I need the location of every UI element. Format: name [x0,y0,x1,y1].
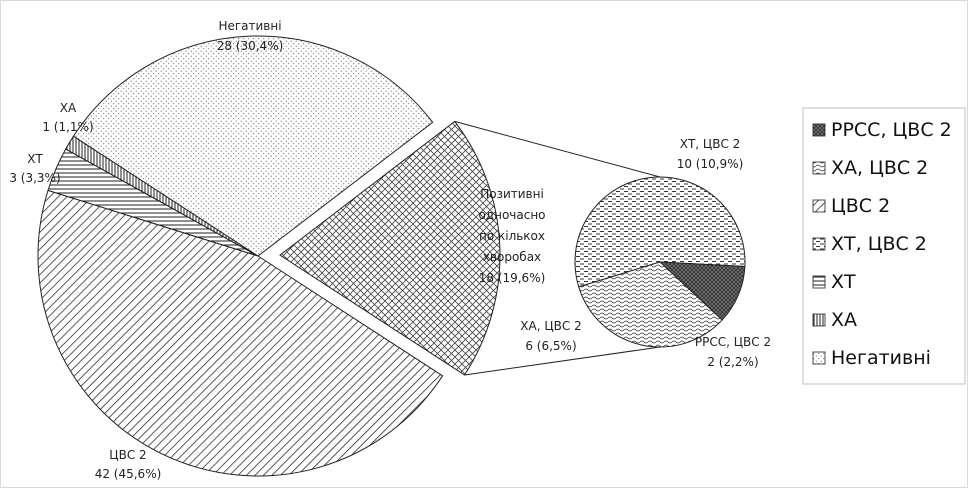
legend-label-neg: Негативні [831,347,931,369]
connector-line-bottom [464,346,661,376]
legend-swatch-xt_cvs2 [812,237,826,251]
legend-label-cvs2: ЦВС 2 [831,195,890,217]
legend-label-xt_cvs2: ХТ, ЦВС 2 [831,233,927,255]
sub-slice-xa_cvs2 [578,261,723,348]
legend-label-rrss_cvs2: РРСС, ЦВС 2 [831,119,952,141]
label-multi-line2: одночасно [478,208,545,222]
label-xt-name: ХТ [27,152,43,166]
label-cvs2-value: 42 (45,6%) [95,467,162,481]
pie-connectors [454,120,661,376]
label-multi-line4: хворобах [483,250,541,264]
legend-swatch-xa_cvs2 [812,161,826,175]
legend-label-xa: ХА [831,309,857,331]
label-xt-cvs2-value: 10 (10,9%) [677,157,744,171]
label-xa-value: 1 (1,1%) [42,120,93,134]
legend-label-xt: ХТ [831,271,856,293]
label-xt-cvs2-name: ХТ, ЦВС 2 [680,137,741,151]
legend-swatch-rrss_cvs2 [812,123,826,137]
label-cvs2-name: ЦВС 2 [109,448,146,462]
legend-swatch-cvs2 [812,199,826,213]
main-pie [37,35,501,477]
label-multi-line3: по кількох [479,229,545,243]
label-xa-name: ХА [60,101,77,115]
main-slice-cvs2 [37,189,444,477]
label-xa-cvs2-name: ХА, ЦВС 2 [520,319,581,333]
label-negative-value: 28 (30,4%) [217,39,284,53]
label-multi-line1: Позитивні [480,187,544,201]
secondary-pie [574,176,746,348]
legend-swatch-xa [812,313,826,327]
main-slice-neg [72,35,434,257]
label-rrss-cvs2-value: 2 (2,2%) [707,355,758,369]
legend: РРСС, ЦВС 2 ХА, ЦВС 2 ЦВС 2 ХТ, ЦВС 2 ХТ ХА Не… [802,107,966,385]
legend-swatch-xt [812,275,826,289]
legend-swatch-neg [812,351,826,365]
label-multi-value: 18 (19,6%) [479,271,546,285]
label-negative-name: Негативні [218,19,281,33]
legend-label-xa_cvs2: ХА, ЦВС 2 [831,157,928,179]
sub-slice-xt_cvs2 [574,176,746,288]
main-slice-multi [279,120,501,376]
label-xa-cvs2-value: 6 (6,5%) [525,339,576,353]
label-rrss-cvs2-name: РРСС, ЦВС 2 [695,335,771,349]
connector-line-top [454,120,661,178]
data-labels: Негативні 28 (30,4%) ХА 1 (1,1%) ХТ 3 (3… [9,19,771,481]
label-xt-value: 3 (3,3%) [9,171,60,185]
legend-frame [802,107,966,385]
